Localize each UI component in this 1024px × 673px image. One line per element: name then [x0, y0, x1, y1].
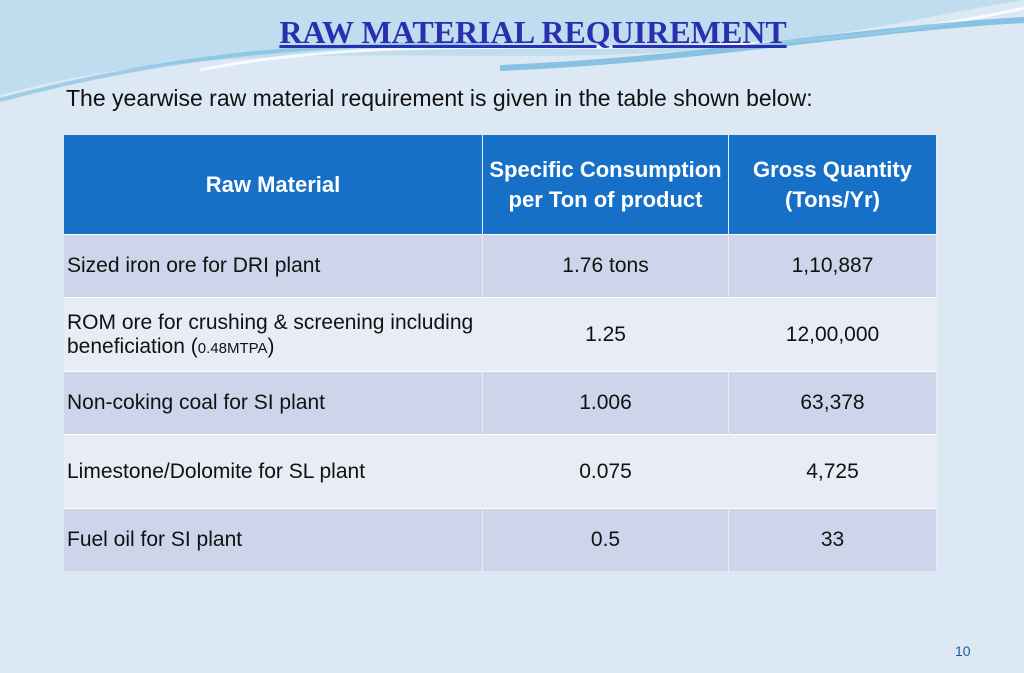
- table-cell: Non-coking coal for SI plant: [64, 371, 483, 435]
- requirement-table: Raw Material Specific Consumption per Ton…: [64, 135, 937, 571]
- table-cell: 0.5: [482, 508, 729, 571]
- table-cell: 33: [728, 508, 937, 571]
- page-number: 10: [955, 643, 971, 659]
- table-cell: Fuel oil for SI plant: [64, 508, 483, 571]
- table-row: Limestone/Dolomite for SL plant 0.075 4,72…: [64, 434, 937, 509]
- intro-text: The yearwise raw material requirement is…: [66, 85, 813, 111]
- table-cell: 1.25: [482, 297, 729, 372]
- cell-text: ROM ore for crushing & screening includi…: [67, 310, 474, 358]
- table-cell: 4,725: [728, 434, 937, 509]
- table-cell: 1.006: [482, 371, 729, 435]
- column-header: Raw Material: [64, 135, 483, 235]
- table-cell: 63,378: [728, 371, 937, 435]
- table-row: Fuel oil for SI plant 0.5 33: [64, 508, 937, 571]
- table-cell: Sized iron ore for DRI plant: [64, 234, 483, 298]
- table-cell: Limestone/Dolomite for SL plant: [64, 434, 483, 509]
- table-cell: 12,00,000: [728, 297, 937, 372]
- cell-text: 0.48MTPA: [197, 339, 268, 357]
- cell-text: ): [267, 334, 275, 358]
- column-header: Gross Quantity (Tons/Yr): [728, 135, 937, 235]
- table-row: ROM ore for crushing & screening includi…: [64, 297, 937, 372]
- table-cell: ROM ore for crushing & screening includi…: [64, 297, 483, 372]
- table-row: Non-coking coal for SI plant 1.006 63,378: [64, 371, 937, 435]
- table-row: Sized iron ore for DRI plant 1.76 tons 1,1…: [64, 234, 937, 298]
- table-cell: 1.76 tons: [482, 234, 729, 298]
- header-row: Raw Material Specific Consumption per Ton…: [64, 135, 937, 235]
- slide-title: RAW MATERIAL REQUIREMENT: [279, 14, 787, 50]
- column-header: Specific Consumption per Ton of product: [482, 135, 729, 235]
- table-cell: 0.075: [482, 434, 729, 509]
- table-cell: 1,10,887: [728, 234, 937, 298]
